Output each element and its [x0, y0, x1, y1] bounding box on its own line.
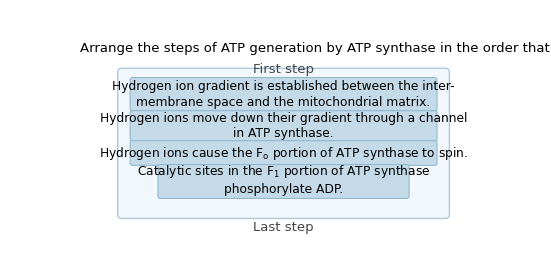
FancyBboxPatch shape [130, 111, 437, 141]
Text: Arrange the steps of ATP generation by ATP synthase in the order that they occur: Arrange the steps of ATP generation by A… [80, 42, 551, 55]
FancyBboxPatch shape [130, 141, 437, 165]
Text: Last step: Last step [253, 221, 314, 234]
Text: Hydrogen ions move down their gradient through a channel: Hydrogen ions move down their gradient t… [100, 112, 467, 125]
Text: First step: First step [253, 63, 314, 76]
Text: membrane space and the mitochondrial matrix.: membrane space and the mitochondrial mat… [137, 96, 431, 109]
FancyBboxPatch shape [158, 165, 409, 198]
Text: phosphorylate ADP.: phosphorylate ADP. [224, 183, 343, 196]
Text: Catalytic sites in the F$_\mathregular{1}$ portion of ATP synthase: Catalytic sites in the F$_\mathregular{1… [137, 163, 430, 180]
FancyBboxPatch shape [130, 78, 437, 112]
FancyBboxPatch shape [118, 68, 450, 218]
Text: Hydrogen ion gradient is established between the inter-: Hydrogen ion gradient is established bet… [112, 80, 455, 93]
Text: Hydrogen ions cause the F$_\mathregular{o}$ portion of ATP synthase to spin.: Hydrogen ions cause the F$_\mathregular{… [99, 144, 468, 161]
Text: in ATP synthase.: in ATP synthase. [233, 127, 334, 140]
